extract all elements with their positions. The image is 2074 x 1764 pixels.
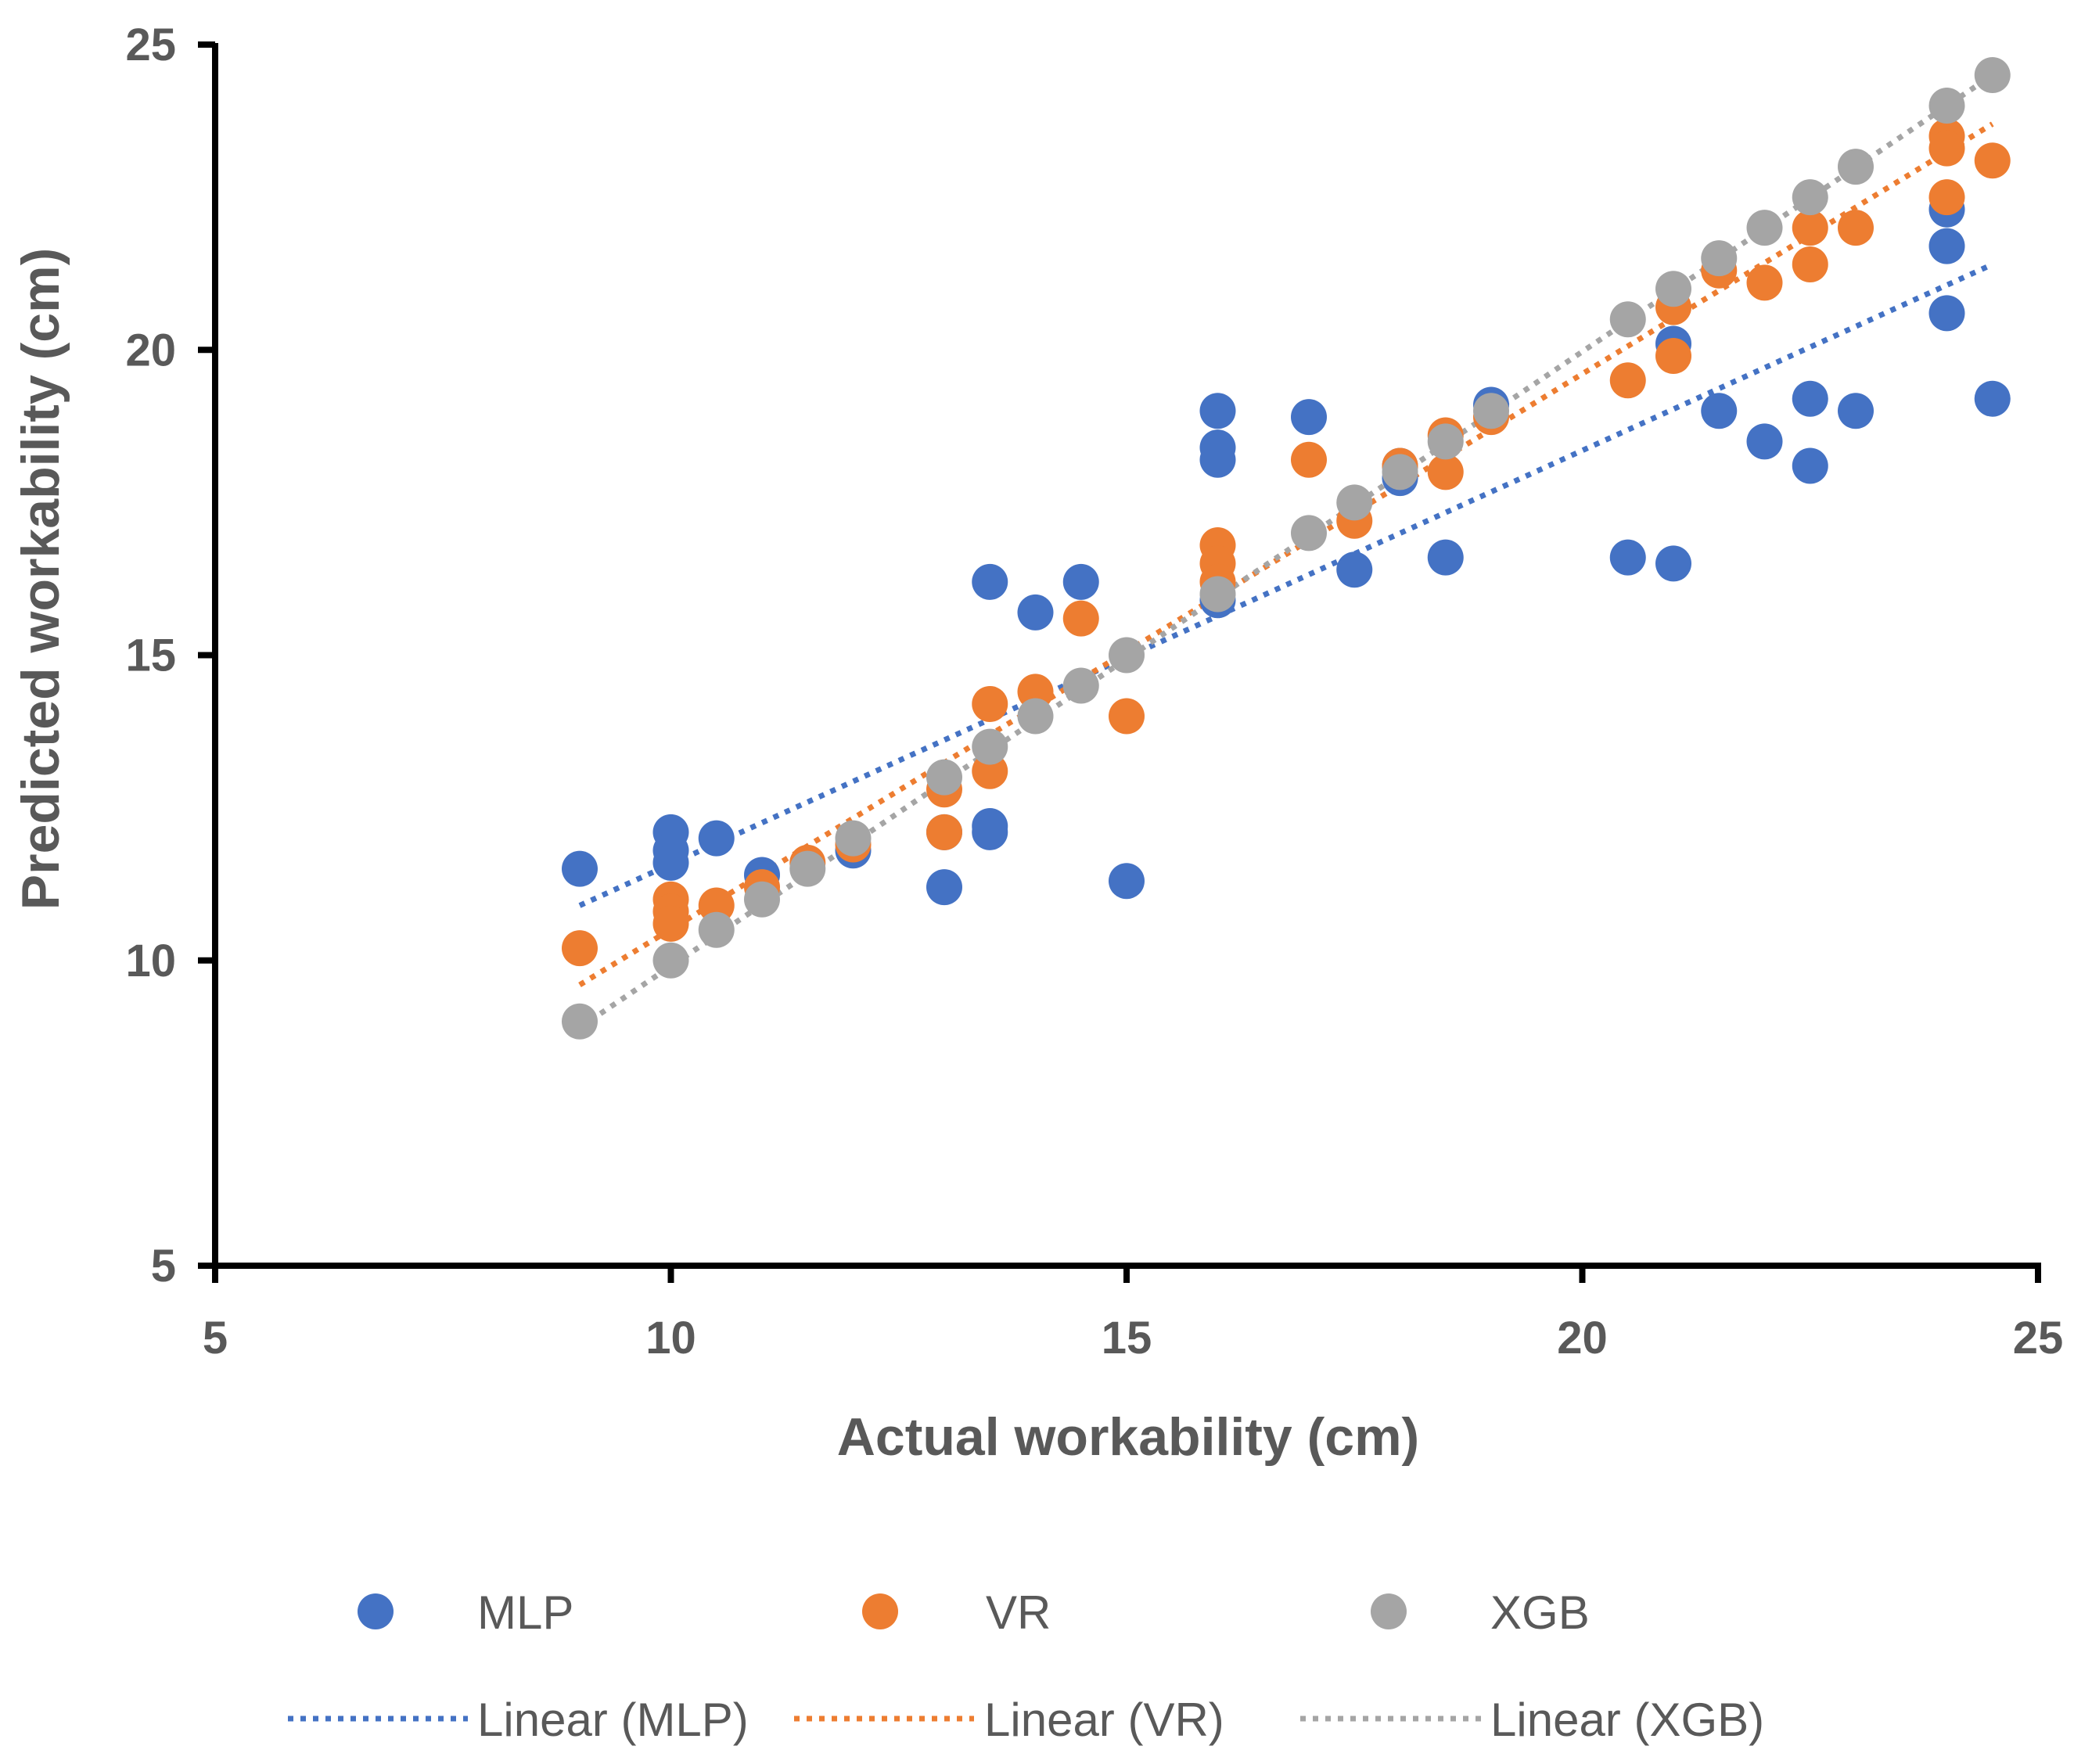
point-vr: [1062, 600, 1099, 637]
point-xgb: [926, 759, 962, 796]
point-vr: [1974, 142, 2011, 179]
legend-trend-label-vr: Linear (VR): [984, 1694, 1224, 1746]
point-vr: [1928, 179, 1965, 216]
point-mlp: [1199, 441, 1236, 478]
y-tick-label: 5: [151, 1241, 176, 1292]
point-mlp: [926, 869, 962, 906]
point-vr: [562, 930, 598, 967]
point-mlp: [652, 844, 689, 881]
point-vr: [926, 814, 962, 850]
point-xgb: [1746, 210, 1783, 246]
y-tick-label: 20: [125, 325, 176, 375]
y-tick-label: 10: [125, 936, 176, 986]
point-xgb: [698, 911, 735, 948]
point-vr: [1746, 264, 1783, 301]
legend-trend-label-mlp: Linear (MLP): [477, 1694, 749, 1746]
point-mlp: [1291, 399, 1327, 436]
point-xgb: [1199, 576, 1236, 613]
point-xgb: [1291, 515, 1327, 551]
point-xgb: [1838, 149, 1874, 185]
point-vr: [1792, 210, 1828, 246]
point-xgb: [744, 881, 780, 918]
labels-layer: Actual workability (cm) Predicted workab…: [11, 248, 1419, 1467]
trendlines-layer: [578, 73, 1994, 1030]
point-mlp: [1062, 563, 1099, 600]
point-mlp: [1792, 447, 1828, 484]
point-mlp: [1746, 423, 1783, 460]
point-vr: [1609, 362, 1646, 399]
legend-label-vr: VR: [986, 1586, 1051, 1639]
point-mlp: [1655, 545, 1691, 582]
point-xgb: [1974, 57, 2011, 94]
legend-marker-vr: [862, 1593, 898, 1629]
point-xgb: [1792, 179, 1828, 216]
points-layer: [562, 57, 2011, 1040]
point-mlp: [1974, 380, 2011, 417]
axes-layer: 5 10 15 20 25 5 10 15 20 25: [125, 20, 2063, 1363]
point-xgb: [1382, 454, 1418, 490]
point-xgb: [972, 728, 1008, 765]
legend-marker-mlp: [358, 1593, 394, 1629]
point-mlp: [1928, 228, 1965, 264]
y-tick-label: 25: [125, 20, 176, 70]
y-tick-label: 15: [125, 631, 176, 681]
legend-label-mlp: MLP: [477, 1586, 573, 1639]
point-xgb: [789, 850, 826, 887]
legend-trend-label-xgb: Linear (XGB): [1490, 1694, 1764, 1746]
point-xgb: [1109, 637, 1145, 674]
point-vr: [1109, 698, 1145, 735]
point-xgb: [562, 1003, 598, 1040]
legend-marker-xgb: [1371, 1593, 1407, 1629]
point-xgb: [835, 820, 872, 857]
point-xgb: [1655, 271, 1691, 307]
point-vr: [1928, 130, 1965, 167]
x-tick-label: 10: [645, 1313, 696, 1363]
legend: MLP VR XGB Linear (MLP) Linear (VR) Linear (X…: [288, 1586, 1764, 1746]
point-xgb: [1928, 88, 1965, 124]
point-mlp: [1701, 393, 1738, 429]
point-xgb: [1062, 667, 1099, 704]
point-mlp: [698, 820, 735, 857]
legend-label-xgb: XGB: [1490, 1586, 1590, 1639]
point-vr: [1838, 210, 1874, 246]
x-tick-label: 20: [1557, 1313, 1608, 1363]
x-axis-title: Actual workability (cm): [837, 1407, 1419, 1467]
point-mlp: [562, 850, 598, 887]
point-xgb: [1336, 484, 1373, 521]
point-mlp: [1336, 551, 1373, 588]
point-vr: [1792, 246, 1828, 282]
trendline-xgb: [578, 73, 1994, 1030]
point-xgb: [1609, 301, 1646, 338]
point-xgb: [652, 942, 689, 979]
point-xgb: [1701, 240, 1738, 277]
point-vr: [652, 905, 689, 942]
point-vr: [1427, 454, 1464, 490]
point-mlp: [972, 814, 1008, 850]
point-xgb: [1473, 393, 1509, 429]
point-mlp: [1427, 539, 1464, 576]
x-tick-label: 5: [203, 1313, 228, 1363]
x-tick-label: 25: [2013, 1313, 2064, 1363]
point-mlp: [1838, 393, 1874, 429]
point-vr: [972, 685, 1008, 722]
point-mlp: [1109, 863, 1145, 900]
point-mlp: [1199, 393, 1236, 429]
x-tick-label: 15: [1102, 1313, 1152, 1363]
point-mlp: [1017, 594, 1054, 631]
point-vr: [1655, 338, 1691, 375]
point-xgb: [1017, 698, 1054, 735]
point-mlp: [1609, 539, 1646, 576]
trendline-mlp: [578, 261, 1994, 908]
point-vr: [1291, 441, 1327, 478]
point-xgb: [1427, 423, 1464, 460]
y-axis-title: Predicted workability (cm): [11, 248, 70, 910]
point-mlp: [972, 563, 1008, 600]
point-mlp: [1928, 295, 1965, 332]
point-mlp: [1792, 380, 1828, 417]
